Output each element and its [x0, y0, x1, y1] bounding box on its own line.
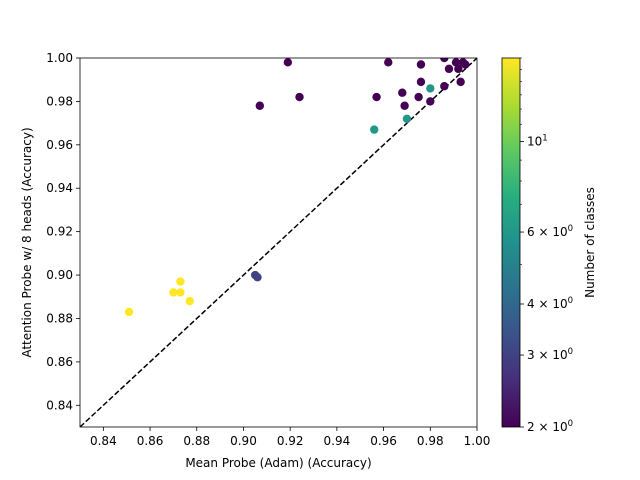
scatter-point: [176, 277, 185, 286]
scatter-point: [444, 64, 454, 74]
x-tick-label: 0.96: [370, 434, 397, 448]
x-tick-label: 0.98: [417, 434, 444, 448]
x-tick-label: 0.88: [183, 434, 210, 448]
scatter-point: [440, 82, 449, 91]
scatter-point: [370, 125, 379, 134]
scatter-point: [169, 288, 178, 297]
scatter-point: [124, 307, 134, 317]
y-tick-label: 0.94: [46, 181, 73, 195]
x-tick-label: 0.84: [90, 434, 117, 448]
colorbar-tick-label: 2 × 100: [527, 419, 573, 434]
y-axis: 0.84 0.86 0.88 0.90 0.92 0.94 0.96 0.98 1.00: [46, 51, 80, 412]
colorbar-gradient: [502, 58, 520, 427]
x-tick-label: 0.92: [277, 434, 304, 448]
scatter-point: [400, 101, 409, 110]
scatter-point: [283, 58, 293, 67]
x-tick-label: 1.00: [464, 434, 491, 448]
y-tick-label: 0.90: [46, 268, 73, 282]
x-tick-label: 0.90: [230, 434, 257, 448]
scatter-point: [384, 58, 393, 67]
x-tick-label: 0.86: [137, 434, 164, 448]
scatter-point: [416, 77, 426, 87]
scatter-point: [398, 88, 407, 97]
scatter-point: [372, 92, 381, 102]
scatter-point: [426, 97, 435, 106]
colorbar-tick-label: 3 × 100: [527, 347, 573, 362]
scatter-point: [402, 114, 412, 123]
colorbar-tick-label: 6 × 100: [527, 224, 573, 239]
scatter-point: [176, 288, 185, 297]
scatter-point: [185, 296, 194, 306]
scatter-point: [454, 64, 463, 74]
colorbar-tick-label: 101: [527, 133, 548, 148]
y-tick-label: 0.92: [46, 225, 73, 239]
scatter-point: [440, 58, 449, 63]
y-tick-label: 0.96: [46, 138, 73, 152]
plot-frame: [79, 57, 478, 428]
y-tick-label: 0.98: [46, 94, 73, 108]
scatter-point: [253, 273, 262, 282]
scatter-point: [461, 60, 470, 69]
colorbar-frame: [501, 57, 521, 428]
x-axis-label: Mean Probe (Adam) (Accuracy): [185, 456, 371, 470]
plot-area: [79, 57, 478, 428]
scatter-point: [255, 101, 265, 110]
colorbar: 2 × 100 3 × 100 4 × 100 6 × 100 101 Number o…: [501, 57, 597, 434]
scatter-point: [451, 58, 461, 67]
x-tick-label: 0.94: [324, 434, 351, 448]
data-points: [124, 58, 470, 317]
y-axis-label: Attention Probe w/ 8 heads (Accuracy): [20, 127, 34, 357]
x-axis: 0.84 0.86 0.88 0.90 0.92 0.94 0.96 0.98 1.00: [90, 427, 490, 448]
colorbar-tick-label: 4 × 100: [527, 296, 573, 311]
scatter-point: [295, 92, 304, 102]
reference-line-y-equals-x: [80, 58, 477, 427]
colorbar-label: Number of classes: [583, 187, 597, 298]
y-tick-label: 0.86: [46, 355, 73, 369]
scatter-point: [414, 92, 423, 102]
scatter-point: [416, 60, 426, 69]
y-tick-label: 0.84: [46, 398, 73, 412]
y-tick-label: 1.00: [46, 51, 73, 65]
scatter-point: [456, 77, 465, 87]
colorbar-ticks: 2 × 100 3 × 100 4 × 100 6 × 100 101: [520, 57, 573, 434]
y-tick-label: 0.88: [46, 311, 73, 325]
scatter-point: [426, 84, 435, 93]
